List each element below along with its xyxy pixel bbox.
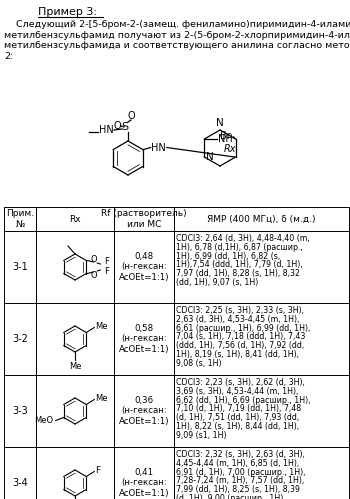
Bar	[174, 447, 349, 499]
Text: Rx: Rx	[223, 144, 236, 154]
Text: 1H), 8,22 (s, 1H), 8,44 (dd, 1H),: 1H), 8,22 (s, 1H), 8,44 (dd, 1H),	[176, 422, 299, 431]
Text: 0,58
(н-гексан:
AcOEt=1:1): 0,58 (н-гексан: AcOEt=1:1)	[119, 324, 169, 354]
Text: Пример 3:: Пример 3:	[38, 7, 97, 17]
Text: CDCl3: 2,23 (s, 3H), 2,62 (d, 3H),: CDCl3: 2,23 (s, 3H), 2,62 (d, 3H),	[176, 378, 305, 387]
Text: 7,28-7,24 (m, 1H), 7,57 (dd, 1H),: 7,28-7,24 (m, 1H), 7,57 (dd, 1H),	[176, 477, 304, 486]
Bar	[4, 207, 36, 231]
Bar	[36, 375, 114, 447]
Text: Следующий 2-[5-бром-2-(замещ. фениламино)пиримидин-4-иламино]-N-: Следующий 2-[5-бром-2-(замещ. фениламино…	[4, 20, 350, 29]
Text: 6,62 (dd, 1H), 6,69 (расшир., 1H),: 6,62 (dd, 1H), 6,69 (расшир., 1H),	[176, 396, 310, 405]
Text: 7,97 (dd, 1H), 8,28 (s, 1H), 8,32: 7,97 (dd, 1H), 8,28 (s, 1H), 8,32	[176, 269, 300, 278]
Text: Me: Me	[95, 322, 108, 331]
Bar	[36, 231, 114, 303]
Text: F: F	[104, 266, 109, 275]
Text: MeO: MeO	[35, 416, 54, 425]
Text: O: O	[127, 111, 135, 121]
Text: 3-3: 3-3	[12, 406, 28, 416]
Text: метилбензсульфамид получают из 2-(5-бром-2-хлорпиримидин-4-иламино)-N-: метилбензсульфамид получают из 2-(5-бром…	[4, 30, 350, 39]
Text: CDCl3: 2,25 (s, 3H), 2,33 (s, 3H),: CDCl3: 2,25 (s, 3H), 2,33 (s, 3H),	[176, 306, 304, 315]
Text: 3,69 (s, 3H), 4,53-4,44 (m, 1H),: 3,69 (s, 3H), 4,53-4,44 (m, 1H),	[176, 387, 298, 396]
Text: Rx: Rx	[69, 215, 81, 224]
Text: 4,45-4,44 (m, 1H), 6,85 (d, 1H),: 4,45-4,44 (m, 1H), 6,85 (d, 1H),	[176, 459, 299, 468]
Text: CDCl3: 2,32 (s, 3H), 2,63 (d, 3H),: CDCl3: 2,32 (s, 3H), 2,63 (d, 3H),	[176, 450, 305, 459]
Bar	[4, 447, 36, 499]
Text: NH: NH	[218, 134, 233, 144]
Text: 7,99 (dd, 1H), 8,25 (s, 1H), 8,39: 7,99 (dd, 1H), 8,25 (s, 1H), 8,39	[176, 485, 300, 494]
Text: Br: Br	[220, 131, 231, 141]
Text: Rf (растворитель)
или МС: Rf (растворитель) или МС	[101, 209, 187, 229]
Bar	[114, 303, 174, 375]
Text: N: N	[216, 118, 224, 128]
Bar	[36, 207, 114, 231]
Text: 1H), 6,99 (dd, 1H), 6,82 (s,: 1H), 6,99 (dd, 1H), 6,82 (s,	[176, 251, 280, 260]
Text: метилбензсульфамида и соответствующего анилина согласно методике примера: метилбензсульфамида и соответствующего а…	[4, 41, 350, 50]
Bar	[36, 447, 114, 499]
Bar	[174, 231, 349, 303]
Text: (ddd, 1H), 7,56 (d, 1H), 7,92 (dd,: (ddd, 1H), 7,56 (d, 1H), 7,92 (dd,	[176, 341, 304, 350]
Text: 1H), 6,78 (d,1H), 6,87 (расшир.,: 1H), 6,78 (d,1H), 6,87 (расшир.,	[176, 243, 303, 252]
Text: HN: HN	[99, 125, 113, 135]
Text: 2,63 (d, 3H), 4,53-4,45 (m, 1H),: 2,63 (d, 3H), 4,53-4,45 (m, 1H),	[176, 315, 299, 324]
Text: 3-1: 3-1	[12, 262, 28, 272]
Bar	[4, 375, 36, 447]
Bar	[4, 231, 36, 303]
Text: (d, 1H), 9,00 (расшир., 1H): (d, 1H), 9,00 (расшир., 1H)	[176, 494, 283, 499]
Text: 1H), 8,19 (s, 1H), 8,41 (dd, 1H),: 1H), 8,19 (s, 1H), 8,41 (dd, 1H),	[176, 350, 299, 359]
Text: 3-4: 3-4	[12, 478, 28, 488]
Bar	[114, 231, 174, 303]
Text: F: F	[104, 256, 109, 265]
Text: S: S	[121, 122, 128, 132]
Text: (dd, 1H), 9,07 (s, 1H): (dd, 1H), 9,07 (s, 1H)	[176, 278, 258, 287]
Text: (d, 1H), 7,51 (dd, 1H), 7,93 (dd,: (d, 1H), 7,51 (dd, 1H), 7,93 (dd,	[176, 413, 299, 422]
Text: F: F	[95, 466, 100, 475]
Text: O: O	[113, 121, 121, 131]
Text: 3-2: 3-2	[12, 334, 28, 344]
Text: Me: Me	[69, 362, 81, 371]
Text: 7,04 (s, 1H), 7,18 (ddd, 1H), 7,43: 7,04 (s, 1H), 7,18 (ddd, 1H), 7,43	[176, 332, 305, 341]
Text: O: O	[91, 270, 98, 279]
Bar	[174, 303, 349, 375]
Text: 2:: 2:	[4, 51, 13, 60]
Bar	[4, 303, 36, 375]
Text: 6,61 (расшир., 1H), 6,99 (dd, 1H),: 6,61 (расшир., 1H), 6,99 (dd, 1H),	[176, 323, 310, 333]
Text: CDCl3: 2,64 (d, 3H), 4,48-4,40 (m,: CDCl3: 2,64 (d, 3H), 4,48-4,40 (m,	[176, 234, 310, 243]
Bar	[114, 207, 174, 231]
Text: N: N	[206, 152, 214, 162]
Text: HN: HN	[151, 143, 166, 153]
Bar	[36, 303, 114, 375]
Bar	[114, 375, 174, 447]
Text: O: O	[91, 254, 98, 263]
Text: 7,10 (d, 1H), 7,19 (dd, 1H), 7,48: 7,10 (d, 1H), 7,19 (dd, 1H), 7,48	[176, 404, 301, 413]
Text: 1H),7,54 (ddd, 1H), 7,79 (d, 1H),: 1H),7,54 (ddd, 1H), 7,79 (d, 1H),	[176, 260, 303, 269]
Bar	[174, 207, 349, 231]
Text: Me: Me	[95, 394, 108, 403]
Text: 0,48
(н-гексан:
AcOEt=1:1): 0,48 (н-гексан: AcOEt=1:1)	[119, 252, 169, 282]
Bar	[114, 447, 174, 499]
Text: Прим.
№: Прим. №	[6, 209, 34, 229]
Text: 9,09 (s1, 1H): 9,09 (s1, 1H)	[176, 431, 226, 440]
Bar	[174, 375, 349, 447]
Text: 9,08 (s, 1H): 9,08 (s, 1H)	[176, 359, 222, 368]
Text: 0,41
(н-гексан:
AcOEt=1:1): 0,41 (н-гексан: AcOEt=1:1)	[119, 468, 169, 498]
Text: ЯМР (400 МГц), δ (м.д.): ЯМР (400 МГц), δ (м.д.)	[207, 215, 316, 224]
Text: 6,91 (d, 1H), 7,00 (расшир., 1H),: 6,91 (d, 1H), 7,00 (расшир., 1H),	[176, 468, 306, 477]
Text: 0,36
(н-гексан:
AcOEt=1:1): 0,36 (н-гексан: AcOEt=1:1)	[119, 396, 169, 426]
